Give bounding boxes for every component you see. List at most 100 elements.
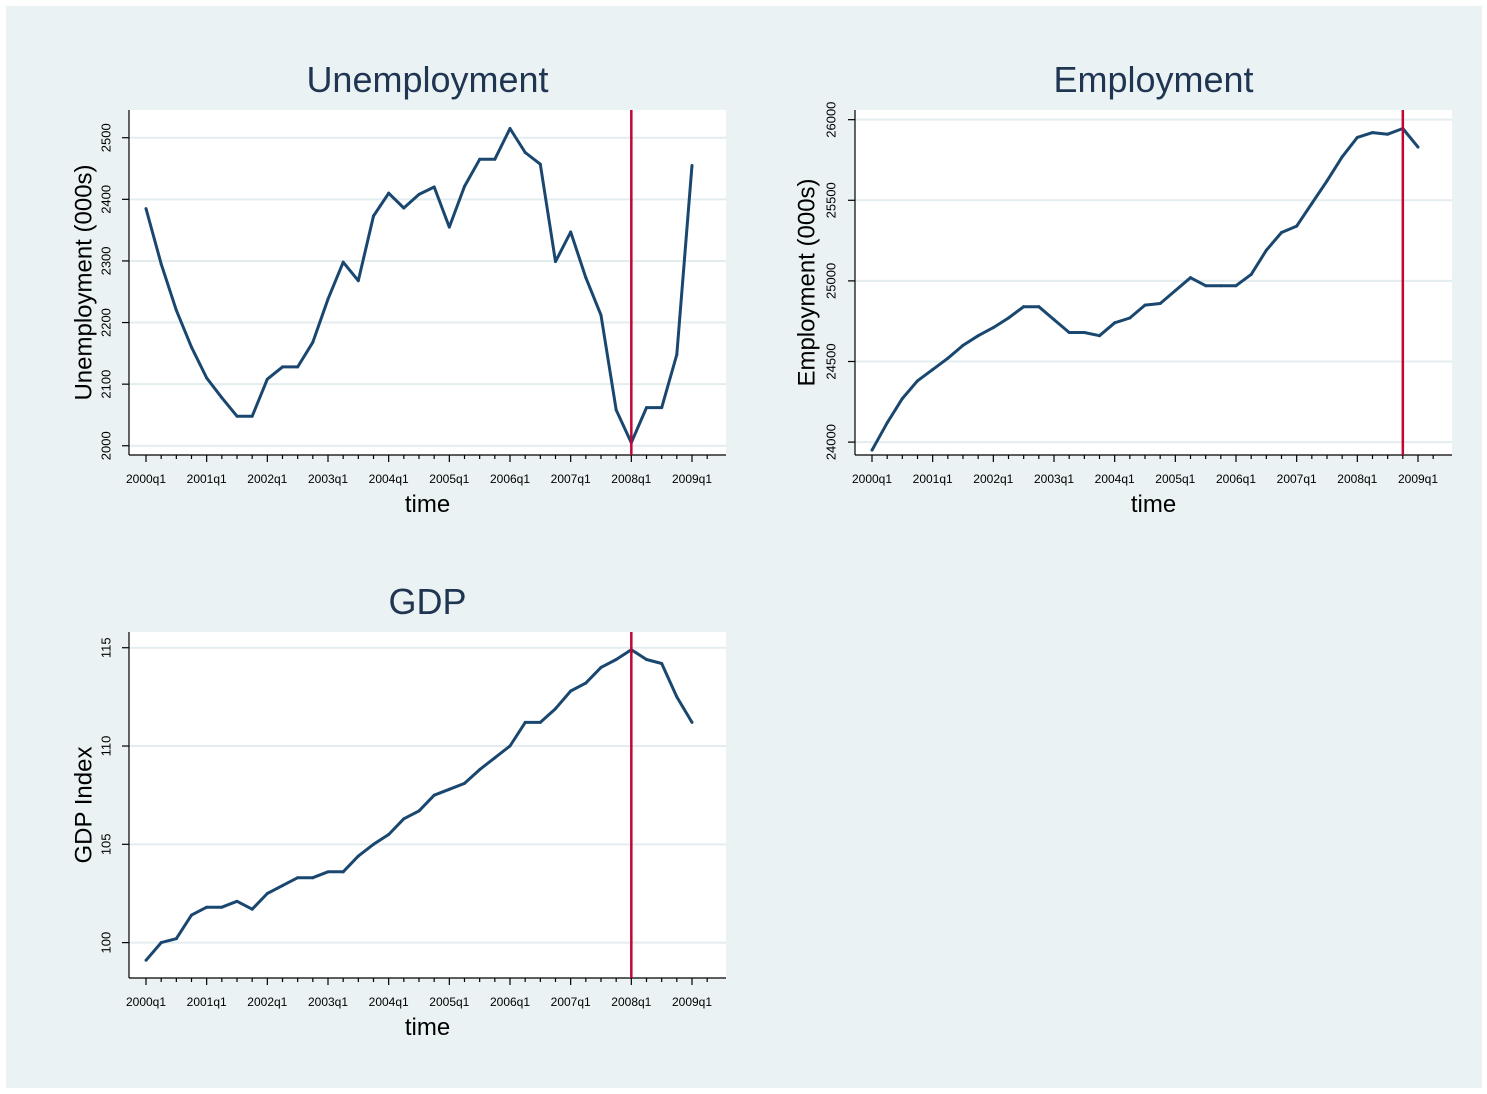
x-tick-label: 2001q1 bbox=[187, 472, 227, 486]
x-axis-label: time bbox=[1131, 491, 1176, 518]
data-point bbox=[599, 313, 603, 317]
data-point bbox=[387, 191, 391, 195]
data-point bbox=[976, 334, 980, 338]
data-point bbox=[402, 206, 406, 210]
x-tick-label: 2006q1 bbox=[1216, 472, 1256, 486]
x-tick-label: 2001q1 bbox=[187, 995, 227, 1009]
data-point bbox=[205, 376, 209, 380]
data-point bbox=[402, 817, 406, 821]
x-tick-label: 2002q1 bbox=[973, 472, 1013, 486]
y-tick-label: 2300 bbox=[98, 246, 113, 275]
x-tick-label: 2000q1 bbox=[852, 472, 892, 486]
data-point bbox=[946, 356, 950, 360]
data-point bbox=[675, 695, 679, 699]
data-point bbox=[220, 905, 224, 909]
data-point bbox=[493, 157, 497, 161]
data-point bbox=[614, 408, 618, 412]
data-point bbox=[281, 884, 284, 888]
chart-title: Employment bbox=[1053, 59, 1253, 100]
data-point bbox=[463, 781, 466, 785]
data-point bbox=[614, 658, 618, 662]
x-tick-label: 2000q1 bbox=[126, 995, 166, 1009]
x-tick-label: 2001q1 bbox=[913, 472, 953, 486]
x-tick-label: 2002q1 bbox=[247, 472, 287, 486]
data-point bbox=[645, 658, 648, 662]
data-point bbox=[523, 151, 527, 155]
data-point bbox=[250, 907, 254, 911]
data-point bbox=[1082, 330, 1086, 334]
data-point bbox=[493, 756, 497, 760]
data-point bbox=[432, 793, 436, 797]
data-point bbox=[311, 340, 315, 344]
x-tick-label: 2009q1 bbox=[672, 995, 712, 1009]
data-point bbox=[235, 414, 239, 418]
data-point bbox=[508, 744, 512, 748]
x-tick-label: 2002q1 bbox=[247, 995, 287, 1009]
unemployment-chart: Unemployment time Unemployment (000s) 20… bbox=[70, 59, 726, 518]
x-tick-label: 2003q1 bbox=[308, 995, 348, 1009]
data-point bbox=[991, 326, 995, 330]
x-tick-label: 2008q1 bbox=[1337, 472, 1377, 486]
x-tick-label: 2004q1 bbox=[1095, 472, 1135, 486]
data-point bbox=[931, 368, 935, 372]
x-tick-label: 2008q1 bbox=[611, 995, 651, 1009]
x-tick-label: 2005q1 bbox=[429, 472, 469, 486]
data-point bbox=[281, 365, 284, 369]
data-point bbox=[1325, 179, 1329, 183]
data-point bbox=[1189, 276, 1192, 280]
gdp-chart: GDP time GDP Index 100 105 110 115 2000q1 200… bbox=[70, 581, 726, 1041]
chart-title: Unemployment bbox=[306, 59, 548, 100]
data-point bbox=[296, 365, 300, 369]
data-point bbox=[1310, 202, 1314, 206]
x-tick-label: 2007q1 bbox=[551, 472, 591, 486]
data-point bbox=[870, 448, 874, 452]
data-point bbox=[1264, 248, 1268, 252]
x-axis-label: time bbox=[405, 491, 450, 518]
data-point bbox=[174, 937, 178, 941]
data-point bbox=[523, 720, 527, 724]
data-point bbox=[690, 720, 694, 724]
data-point bbox=[447, 225, 451, 229]
data-point bbox=[1249, 272, 1253, 276]
data-point bbox=[478, 768, 482, 772]
data-point bbox=[900, 397, 904, 401]
data-point bbox=[1371, 131, 1374, 135]
data-point bbox=[1143, 303, 1147, 307]
data-point bbox=[159, 941, 163, 945]
y-tick-label: 24000 bbox=[823, 424, 838, 460]
chart-title: GDP bbox=[388, 581, 466, 622]
data-point bbox=[463, 184, 466, 188]
data-point bbox=[447, 787, 451, 791]
data-point bbox=[220, 396, 224, 400]
data-point bbox=[1098, 334, 1101, 338]
data-point bbox=[584, 276, 588, 280]
data-point bbox=[599, 665, 603, 669]
data-point bbox=[1340, 155, 1344, 159]
data-point bbox=[1219, 284, 1223, 288]
x-tick-label: 2008q1 bbox=[611, 472, 651, 486]
data-point bbox=[190, 345, 193, 349]
data-point bbox=[205, 905, 209, 909]
x-tick-label: 2007q1 bbox=[551, 995, 591, 1009]
data-point bbox=[1022, 305, 1026, 309]
y-tick-label: 2100 bbox=[98, 370, 113, 399]
data-point bbox=[341, 870, 345, 874]
data-point bbox=[554, 260, 557, 264]
data-point bbox=[1295, 224, 1299, 228]
data-point bbox=[356, 854, 360, 858]
data-point bbox=[296, 876, 300, 880]
x-tick-label: 2004q1 bbox=[369, 472, 409, 486]
data-point bbox=[250, 414, 254, 418]
data-point bbox=[478, 157, 482, 161]
data-point bbox=[690, 163, 694, 167]
y-tick-label: 2200 bbox=[98, 308, 113, 337]
y-axis-label: Unemployment (000s) bbox=[70, 164, 97, 400]
y-tick-label: 115 bbox=[98, 637, 113, 658]
data-point bbox=[326, 297, 330, 301]
data-point bbox=[1128, 316, 1132, 320]
data-point bbox=[1234, 284, 1238, 288]
data-point bbox=[569, 689, 573, 693]
data-point bbox=[885, 421, 889, 425]
x-axis-label: time bbox=[405, 1014, 450, 1041]
data-point bbox=[660, 661, 664, 665]
